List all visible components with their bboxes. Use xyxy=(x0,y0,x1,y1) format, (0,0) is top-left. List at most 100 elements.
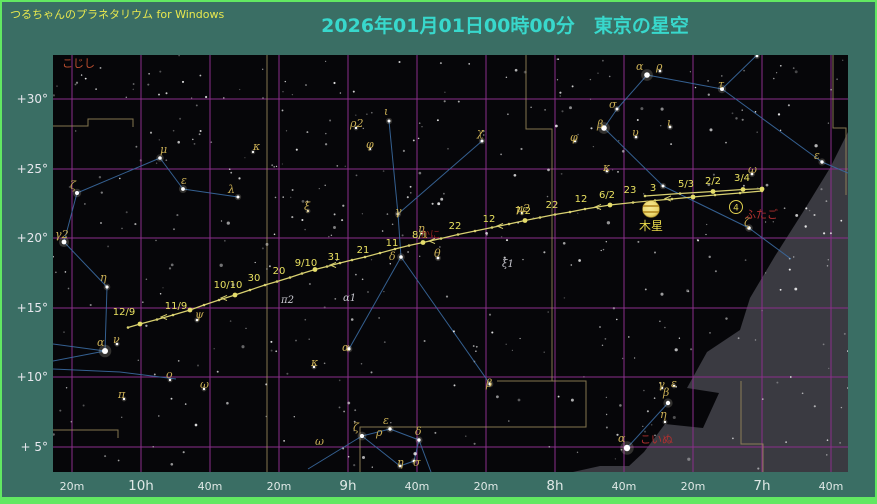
ra-axis-minute-label: 20m xyxy=(681,480,706,493)
star xyxy=(546,195,549,198)
star xyxy=(577,133,579,136)
star xyxy=(547,168,550,172)
star xyxy=(199,129,202,133)
star xyxy=(418,171,422,175)
path-date-dot xyxy=(740,187,746,192)
asteroid-4-marker[interactable]: 4 xyxy=(729,200,743,214)
star xyxy=(602,59,604,62)
greek-star-label: ε xyxy=(383,414,389,427)
star xyxy=(826,265,829,267)
star xyxy=(741,118,744,121)
constellation-boundary xyxy=(740,381,764,472)
star xyxy=(557,395,560,398)
star xyxy=(559,95,561,97)
star xyxy=(173,228,175,231)
constellation-boundary xyxy=(53,429,119,438)
path-date-label: 8/1 xyxy=(412,230,428,241)
star xyxy=(159,70,162,73)
constellation-line xyxy=(76,157,161,194)
star xyxy=(829,232,832,235)
star xyxy=(370,259,373,261)
bright-star xyxy=(202,387,206,391)
bright-star xyxy=(396,212,400,216)
star xyxy=(230,171,233,174)
star xyxy=(132,83,135,85)
bright-star xyxy=(720,87,724,91)
ra-axis-hour-label: 8h xyxy=(546,478,563,494)
star xyxy=(275,165,278,168)
star xyxy=(301,200,305,203)
constellation-name-label: かに xyxy=(420,229,440,241)
star xyxy=(266,268,268,270)
star xyxy=(254,261,256,264)
path-tick-dot xyxy=(300,272,304,275)
star xyxy=(659,124,662,127)
constellation-line xyxy=(603,108,618,129)
path-date-label: 11 xyxy=(386,238,399,249)
star xyxy=(141,301,144,304)
star xyxy=(709,128,713,132)
star xyxy=(468,63,471,65)
star xyxy=(334,297,337,300)
star xyxy=(618,140,620,142)
star xyxy=(386,213,389,215)
star xyxy=(653,223,655,225)
star xyxy=(653,251,657,254)
star xyxy=(370,111,373,114)
star xyxy=(68,186,71,188)
bright-star xyxy=(168,378,172,382)
star xyxy=(402,149,405,152)
greek-star-label: ο xyxy=(166,368,173,381)
ra-axis-minute-label: 40m xyxy=(819,480,844,493)
star xyxy=(813,213,816,217)
star xyxy=(754,111,757,113)
bright-star xyxy=(354,126,358,130)
constellation-line xyxy=(182,188,239,198)
bright-star xyxy=(436,256,440,260)
star xyxy=(707,93,710,96)
planet-jupiter[interactable]: 木星 xyxy=(639,200,663,234)
star xyxy=(505,239,509,242)
star xyxy=(409,185,412,188)
star xyxy=(265,242,269,246)
star xyxy=(616,318,618,321)
bright-star xyxy=(747,226,751,230)
star xyxy=(228,168,231,171)
star xyxy=(241,345,245,349)
path-tick-dot xyxy=(643,194,647,198)
greek-star-label: κ xyxy=(310,356,319,369)
star xyxy=(754,339,757,341)
star xyxy=(245,327,247,330)
star xyxy=(675,386,677,388)
star xyxy=(444,91,446,93)
star xyxy=(765,183,769,187)
greek-star-label: γ xyxy=(658,378,665,391)
star xyxy=(605,241,607,243)
star xyxy=(633,357,636,359)
constellation-line xyxy=(418,439,432,472)
star xyxy=(125,96,128,99)
star xyxy=(271,164,274,167)
star xyxy=(776,381,779,384)
path-date-label: 6/2 xyxy=(599,190,615,201)
constellation-line xyxy=(53,343,106,352)
star xyxy=(643,193,645,195)
star xyxy=(522,258,524,261)
star xyxy=(628,336,630,338)
star xyxy=(843,332,846,335)
star xyxy=(507,113,509,116)
star xyxy=(794,70,798,74)
bright-star xyxy=(61,239,67,245)
star xyxy=(125,211,128,214)
greek-star-label: η xyxy=(418,222,425,235)
constellation-line xyxy=(616,74,648,110)
star xyxy=(98,175,102,179)
star xyxy=(318,187,320,190)
star xyxy=(453,384,456,387)
star xyxy=(284,80,287,83)
star xyxy=(75,81,79,84)
bright-star xyxy=(623,444,631,452)
star xyxy=(672,415,676,420)
